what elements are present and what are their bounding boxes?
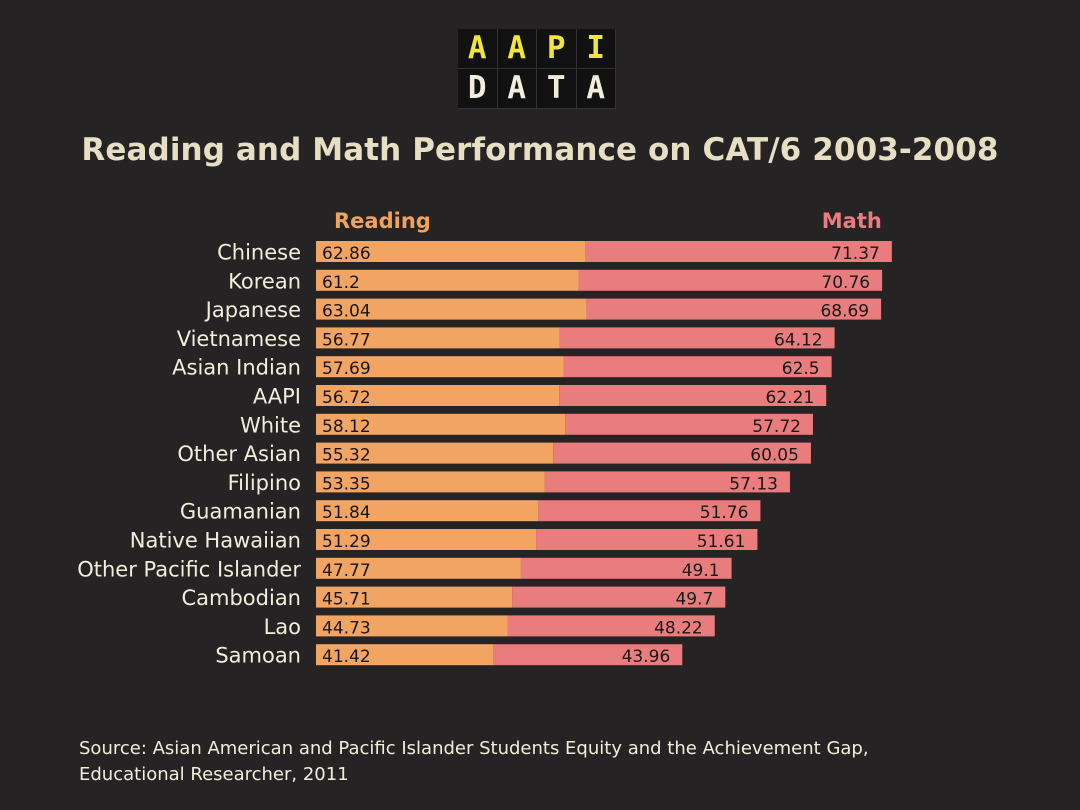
category-label: Vietnamese bbox=[177, 327, 301, 351]
reading-bar bbox=[316, 500, 539, 522]
math-bar bbox=[493, 644, 683, 666]
math-bar bbox=[559, 327, 835, 349]
reading-value-label: 56.77 bbox=[322, 330, 371, 350]
category-label: Other Pacific Islander bbox=[77, 557, 301, 581]
math-bar bbox=[586, 298, 882, 320]
logo-letter: I bbox=[576, 29, 616, 69]
math-value-label: 68.69 bbox=[820, 302, 869, 322]
math-value-label: 70.76 bbox=[821, 273, 870, 293]
category-label: Other Asian bbox=[177, 442, 301, 466]
reading-value-label: 51.29 bbox=[322, 532, 371, 552]
reading-value-label: 53.35 bbox=[322, 474, 371, 494]
legend-math: Math bbox=[822, 209, 882, 233]
math-bar bbox=[520, 557, 732, 579]
reading-value-label: 47.77 bbox=[322, 561, 371, 581]
logo-letter: A bbox=[497, 69, 537, 109]
math-bar bbox=[563, 356, 832, 378]
math-bar bbox=[553, 442, 811, 464]
math-bar bbox=[578, 269, 883, 291]
chart-title: Reading and Math Performance on CAT/6 20… bbox=[81, 132, 999, 168]
math-value-label: 57.72 bbox=[752, 417, 801, 437]
math-bar bbox=[512, 586, 726, 608]
math-value-label: 49.7 bbox=[675, 590, 713, 610]
reading-value-label: 55.32 bbox=[322, 446, 371, 466]
category-label: Asian Indian bbox=[172, 356, 301, 380]
logo-letter: D bbox=[458, 69, 498, 109]
reading-value-label: 41.42 bbox=[322, 647, 371, 667]
math-value-label: 51.61 bbox=[697, 532, 746, 552]
reading-bar bbox=[316, 413, 566, 435]
math-value-label: 62.21 bbox=[766, 388, 815, 408]
category-label: Cambodian bbox=[181, 586, 301, 610]
source-citation: Source: Asian American and Pacific Islan… bbox=[79, 736, 1039, 788]
math-value-label: 57.13 bbox=[729, 474, 778, 494]
logo-letter: T bbox=[537, 69, 577, 109]
reading-value-label: 51.84 bbox=[322, 503, 371, 523]
math-bar bbox=[565, 413, 813, 435]
category-label: Korean bbox=[228, 269, 301, 293]
category-label: AAPI bbox=[253, 385, 301, 409]
logo-letter: A bbox=[458, 29, 498, 69]
reading-bar bbox=[316, 557, 521, 579]
reading-value-label: 63.04 bbox=[322, 302, 371, 322]
math-bar bbox=[507, 615, 715, 637]
reading-value-label: 56.72 bbox=[322, 388, 371, 408]
logo-letter: P bbox=[537, 29, 577, 69]
reading-bar bbox=[316, 644, 494, 666]
math-value-label: 71.37 bbox=[831, 244, 880, 264]
reading-bar bbox=[316, 615, 508, 637]
math-bar bbox=[559, 385, 827, 406]
source-line-2: Educational Researcher, 2011 bbox=[79, 764, 349, 785]
math-value-label: 60.05 bbox=[750, 446, 799, 466]
reading-bar bbox=[316, 529, 537, 550]
reading-bar bbox=[316, 298, 587, 320]
math-bar bbox=[544, 471, 790, 493]
reading-value-label: 58.12 bbox=[322, 417, 371, 437]
reading-bar bbox=[316, 471, 545, 493]
math-value-label: 62.5 bbox=[782, 359, 820, 379]
legend-reading: Reading bbox=[334, 209, 431, 233]
math-value-label: 48.22 bbox=[654, 618, 703, 638]
reading-value-label: 45.71 bbox=[322, 590, 371, 610]
reading-bar bbox=[316, 385, 560, 406]
logo-letter: A bbox=[576, 69, 616, 109]
reading-bar bbox=[316, 586, 513, 608]
category-label: Chinese bbox=[217, 241, 301, 265]
reading-value-label: 44.73 bbox=[322, 618, 371, 638]
aapi-data-logo: A A P I D A T A bbox=[458, 29, 616, 109]
category-label: Japanese bbox=[204, 298, 301, 322]
category-label: Guamanian bbox=[180, 500, 301, 524]
reading-bar bbox=[316, 269, 579, 291]
reading-bar bbox=[316, 442, 554, 464]
category-label: Lao bbox=[264, 615, 301, 639]
reading-bar bbox=[316, 327, 560, 349]
reading-value-label: 62.86 bbox=[322, 244, 371, 264]
reading-value-label: 57.69 bbox=[322, 359, 371, 379]
source-line-1: Source: Asian American and Pacific Islan… bbox=[79, 738, 869, 759]
reading-value-label: 61.2 bbox=[322, 273, 360, 293]
category-label: Samoan bbox=[215, 644, 301, 668]
math-value-label: 43.96 bbox=[622, 647, 671, 667]
math-bar bbox=[538, 500, 761, 522]
math-value-label: 51.76 bbox=[700, 503, 749, 523]
math-value-label: 49.1 bbox=[682, 561, 720, 581]
category-label: White bbox=[240, 413, 301, 437]
category-label: Native Hawaiian bbox=[130, 529, 301, 553]
math-bar bbox=[585, 241, 892, 262]
math-bar bbox=[536, 529, 758, 550]
reading-bar bbox=[316, 241, 586, 262]
logo-letter: A bbox=[497, 29, 537, 69]
category-label: Filipino bbox=[228, 471, 301, 495]
math-value-label: 64.12 bbox=[774, 330, 823, 350]
reading-bar bbox=[316, 356, 564, 378]
